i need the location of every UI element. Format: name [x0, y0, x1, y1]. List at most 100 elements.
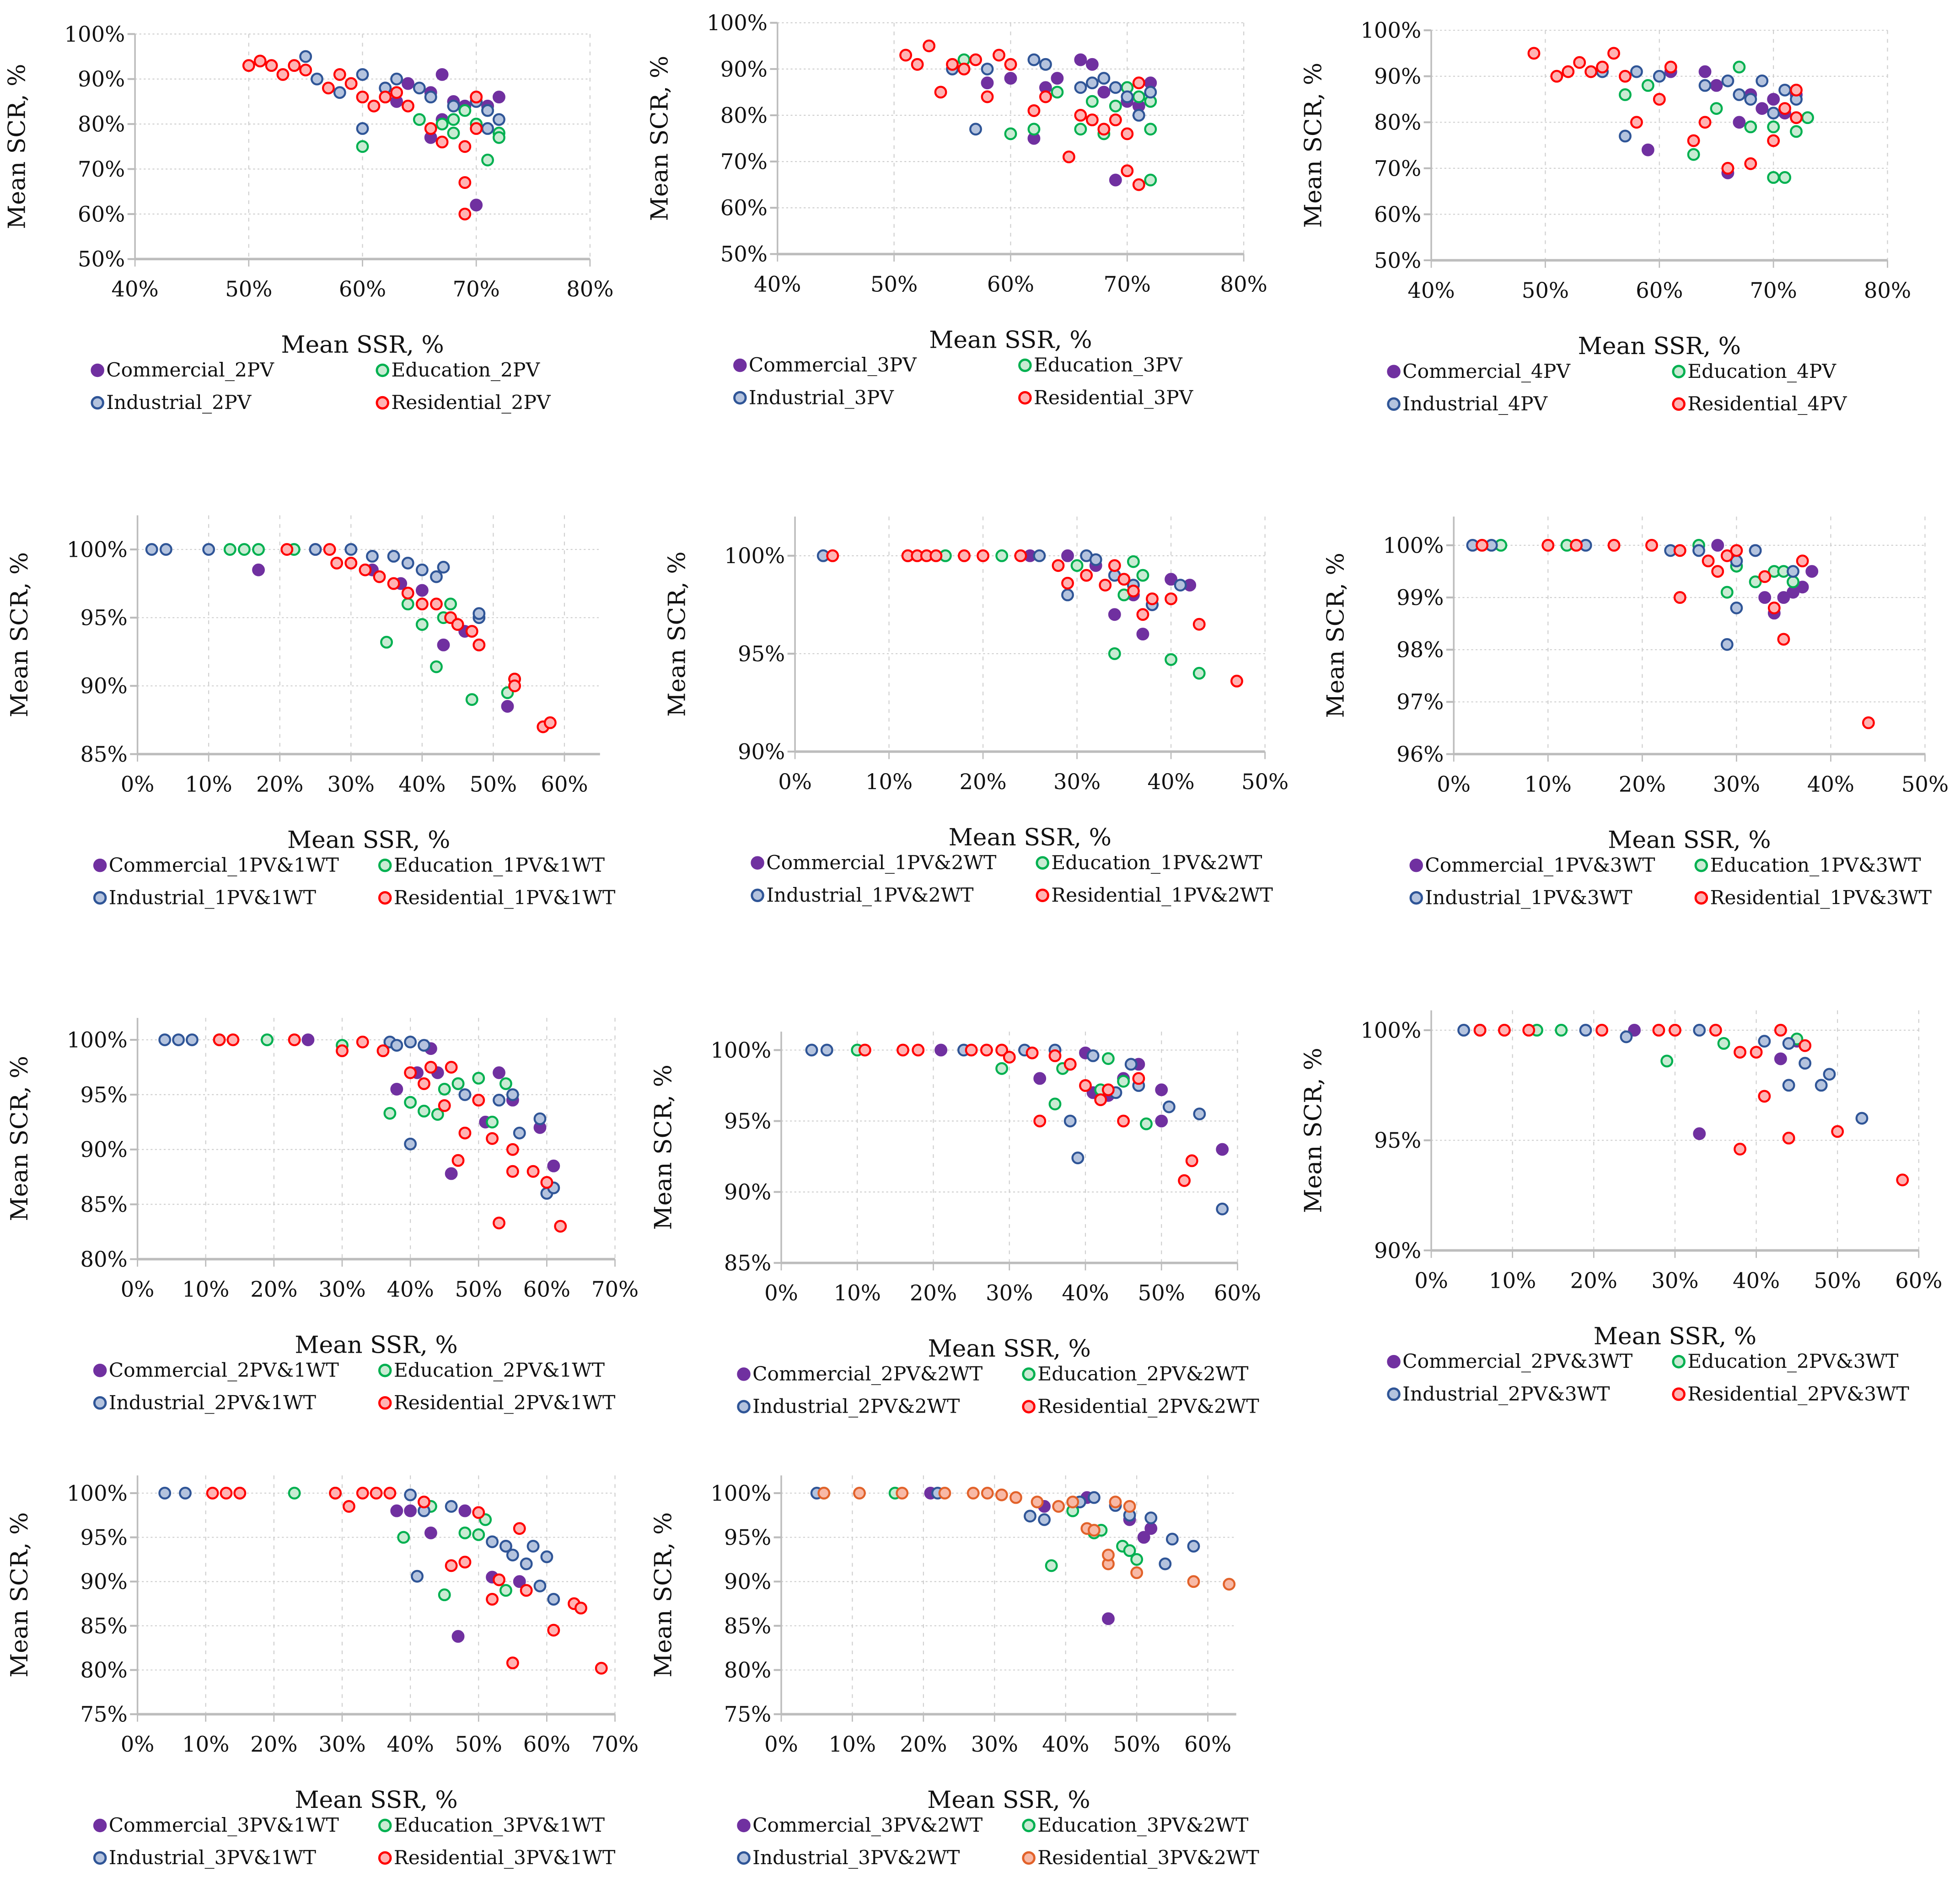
data-point-industrial: [418, 1039, 430, 1052]
y-tick-label: 100%: [707, 11, 768, 35]
x-tick-label: 70%: [591, 1277, 639, 1301]
data-point-residential: [415, 597, 429, 611]
data-point-commercial: [1628, 1024, 1641, 1037]
legend-label: Education_4PV: [1687, 360, 1836, 382]
data-point-industrial: [1193, 1108, 1206, 1120]
data-point-residential: [1774, 1024, 1787, 1037]
data-point-industrial: [1144, 1511, 1158, 1524]
data-point-commercial: [1767, 93, 1780, 106]
data-point-education: [995, 1062, 1009, 1075]
data-point-commercial: [1758, 591, 1772, 604]
y-tick-label: 95%: [81, 1525, 128, 1550]
legend-item-commercial: Commercial_2PV&1WT: [93, 1359, 339, 1381]
legend-item-education: Education_3PV&2WT: [1022, 1814, 1248, 1836]
data-point-industrial: [1730, 601, 1743, 614]
series-education: [288, 1486, 512, 1602]
x-tick-label: 20%: [959, 769, 1006, 794]
data-point-education: [418, 1104, 430, 1118]
series-education: [851, 1043, 1153, 1130]
y-tick-label: 95%: [738, 641, 785, 666]
data-point-education: [1733, 60, 1746, 74]
data-point-residential: [458, 1555, 472, 1569]
data-point-residential: [1896, 1173, 1909, 1187]
series-residential: [1476, 539, 1875, 729]
legend-item-education: Education_2PV&1WT: [378, 1359, 605, 1381]
series-residential: [899, 39, 1145, 191]
data-point-residential_alt: [1066, 1495, 1079, 1509]
data-point-residential: [356, 1035, 369, 1049]
legend-item-residential: Residential_1PV&2WT: [1036, 884, 1273, 906]
y-axis-title: Mean SCR, %: [1300, 1048, 1327, 1213]
data-point-residential: [322, 81, 335, 95]
data-point-commercial: [437, 638, 450, 651]
y-tick-label: 50%: [78, 247, 125, 272]
legend-marker-icon: [1694, 858, 1708, 872]
legend-marker-icon: [378, 1363, 392, 1377]
data-point-education: [451, 1077, 465, 1090]
data-point-residential_alt: [1109, 1495, 1122, 1509]
data-point-residential: [1595, 1024, 1608, 1037]
data-point-education: [1051, 86, 1064, 99]
data-point-commercial: [1698, 65, 1712, 78]
data-point-residential: [993, 48, 1005, 62]
data-point-commercial: [402, 77, 414, 90]
y-axis-title: Mean SCR, %: [646, 56, 673, 221]
data-point-residential: [826, 549, 839, 562]
legend-item-commercial: Commercial_3PV&2WT: [737, 1814, 983, 1836]
x-tick-label: 40%: [1733, 1268, 1780, 1293]
y-tick-label: 90%: [1374, 1238, 1421, 1263]
data-point-commercial: [1051, 72, 1064, 85]
data-point-commercial: [301, 1033, 315, 1046]
data-point-education: [995, 549, 1009, 562]
data-point-residential: [424, 1061, 437, 1074]
legend-item-residential: Residential_3PV&1WT: [378, 1846, 615, 1869]
data-point-residential: [206, 1486, 219, 1500]
y-tick-label: 90%: [724, 1570, 771, 1594]
legend-item-commercial: Commercial_3PV&1WT: [93, 1814, 339, 1836]
y-axis-title: Mean SCR, %: [6, 1512, 33, 1678]
data-point-commercial: [934, 1043, 948, 1057]
legend-label: Residential_1PV&2WT: [1051, 884, 1273, 906]
data-point-education: [1710, 102, 1723, 115]
legend-marker-icon: [1387, 1355, 1401, 1369]
legend-label: Industrial_2PV&3WT: [1402, 1382, 1610, 1405]
data-point-industrial: [1782, 1079, 1795, 1092]
data-point-residential_alt: [1123, 1500, 1136, 1513]
data-point-residential: [276, 68, 290, 81]
legend-item-education: Education_1PV&1WT: [378, 854, 605, 876]
data-point-commercial: [1109, 173, 1122, 187]
data-point-residential: [1584, 65, 1598, 78]
x-tick-label: 40%: [1062, 1281, 1109, 1306]
data-point-industrial: [172, 1033, 185, 1046]
data-point-education: [288, 1486, 301, 1500]
data-point-industrial: [513, 1126, 526, 1140]
legend-marker-icon: [1022, 1400, 1036, 1414]
legend-label: Industrial_1PV&3WT: [1425, 886, 1632, 909]
data-point-commercial: [1711, 539, 1724, 552]
data-point-education: [1767, 171, 1780, 184]
data-point-commercial: [1693, 1127, 1706, 1140]
data-point-education: [1717, 1037, 1730, 1050]
legend-marker-icon: [1409, 858, 1423, 872]
data-point-education: [1123, 1544, 1136, 1557]
data-point-residential: [980, 1043, 993, 1057]
data-point-commercial: [435, 68, 449, 81]
legend-label: Residential_1PV&1WT: [394, 886, 616, 909]
data-point-residential: [995, 1043, 1009, 1057]
data-point-residential: [404, 1066, 417, 1079]
y-tick-label: 90%: [81, 1570, 128, 1594]
legend-label: Commercial_2PV: [106, 359, 274, 381]
data-point-education: [1130, 1553, 1144, 1566]
data-point-residential: [1052, 559, 1065, 572]
x-axis-title: Mean SSR, %: [929, 326, 1092, 354]
legend-marker-icon: [93, 891, 107, 905]
data-point-residential: [1063, 1058, 1077, 1071]
legend-item-commercial: Commercial_4PV: [1387, 360, 1571, 382]
x-tick-label: 20%: [910, 1281, 957, 1306]
data-point-residential: [1767, 601, 1781, 614]
data-point-commercial: [1216, 1143, 1229, 1156]
data-point-industrial: [1799, 1057, 1812, 1070]
data-point-education: [1767, 120, 1780, 134]
data-point-industrial: [1698, 79, 1712, 92]
